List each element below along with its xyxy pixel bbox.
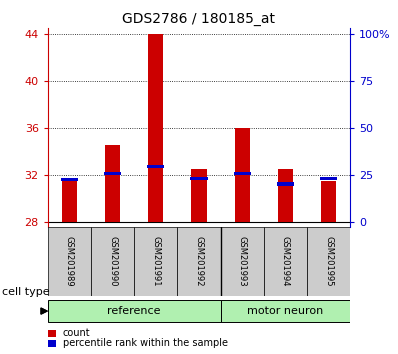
Bar: [48, 330, 57, 337]
Bar: [278, 169, 293, 222]
Bar: [134, 227, 178, 296]
Bar: [104, 172, 121, 175]
Bar: [220, 300, 350, 322]
Title: GDS2786 / 180185_at: GDS2786 / 180185_at: [123, 12, 275, 26]
Bar: [264, 227, 307, 296]
Bar: [48, 340, 57, 347]
Bar: [235, 128, 250, 222]
Text: GSM201989: GSM201989: [65, 236, 74, 287]
Bar: [147, 165, 164, 168]
Text: percentile rank within the sample: percentile rank within the sample: [63, 338, 228, 348]
Text: cell type: cell type: [2, 287, 50, 297]
Bar: [307, 227, 350, 296]
Bar: [48, 300, 220, 322]
Bar: [190, 177, 208, 180]
Text: GSM201995: GSM201995: [324, 236, 333, 287]
Text: count: count: [63, 328, 90, 338]
Bar: [277, 182, 294, 186]
Bar: [60, 178, 78, 181]
Text: GSM201990: GSM201990: [108, 236, 117, 287]
Text: reference: reference: [107, 306, 161, 316]
Bar: [321, 181, 336, 222]
Bar: [48, 227, 91, 296]
Bar: [320, 177, 338, 180]
Text: motor neuron: motor neuron: [247, 306, 324, 316]
Text: GSM201991: GSM201991: [151, 236, 160, 287]
Bar: [220, 227, 264, 296]
Bar: [91, 227, 134, 296]
Text: GSM201993: GSM201993: [238, 236, 247, 287]
Bar: [105, 145, 120, 222]
Text: GSM201994: GSM201994: [281, 236, 290, 287]
Bar: [234, 172, 251, 175]
Bar: [191, 169, 207, 222]
Bar: [178, 227, 220, 296]
Bar: [148, 34, 163, 222]
Text: GSM201992: GSM201992: [195, 236, 203, 287]
Bar: [62, 181, 77, 222]
